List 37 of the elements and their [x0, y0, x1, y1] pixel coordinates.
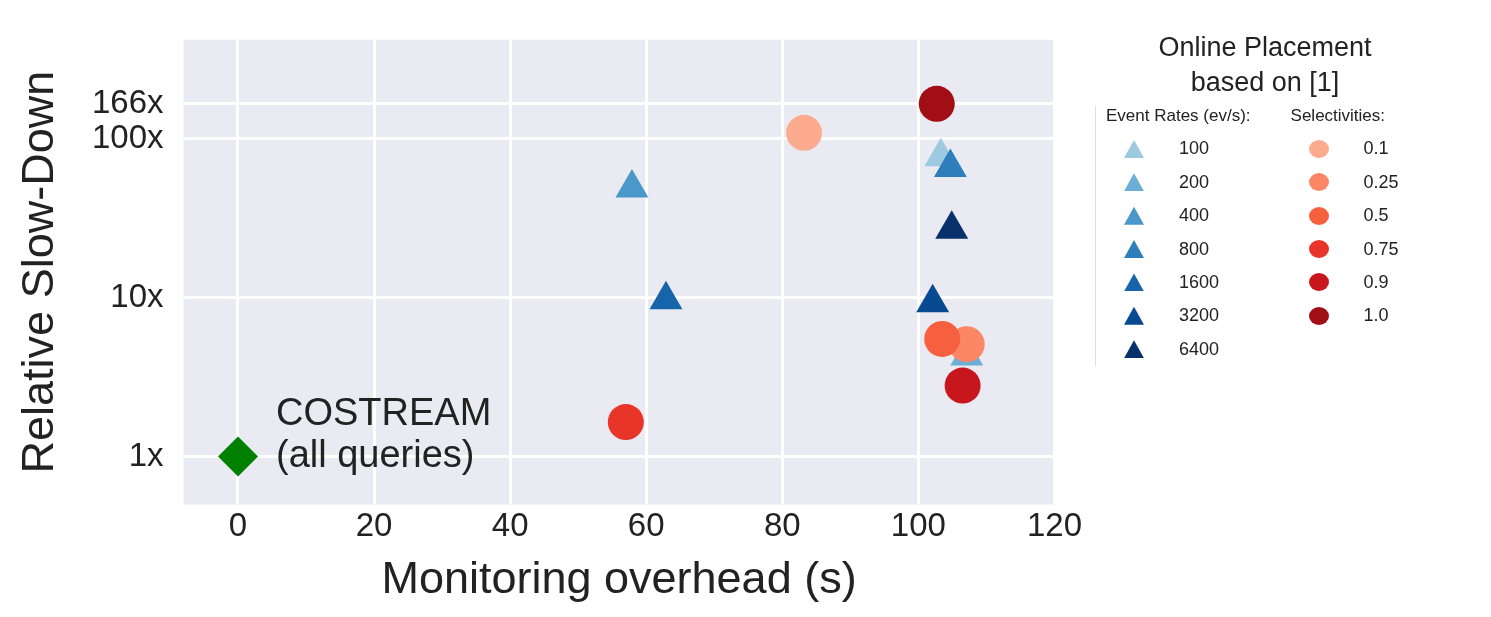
x-tick-label: 0: [228, 506, 248, 544]
x-tick-label: 80: [763, 506, 801, 544]
legend-label: 1.0: [1363, 305, 1389, 327]
x-tick-label: 20: [355, 506, 393, 544]
x-axis-title: Monitoring overhead (s): [381, 552, 857, 604]
legend-label: 3200: [1179, 305, 1220, 327]
text: Event Rates (ev/s):: [1106, 106, 1251, 127]
point: [217, 436, 258, 477]
x-tick-label: 40: [491, 506, 529, 544]
annotation: COSTREAM (all queries): [275, 391, 492, 476]
legend-label: 1600: [1179, 271, 1220, 293]
legend-label: 6400: [1179, 338, 1220, 360]
legend-label: 800: [1179, 238, 1210, 260]
legend-label: 0.9: [1363, 271, 1389, 293]
legend-title: Online Placement based on [1]: [1157, 31, 1373, 100]
point: [607, 404, 644, 441]
y-tick-label: 100x: [92, 117, 165, 155]
y-tick-label: 166x: [92, 82, 165, 120]
text: Selectivities:: [1290, 106, 1387, 127]
point: [933, 148, 967, 177]
legend-label: 0.75: [1363, 238, 1399, 260]
y-axis-title: Relative Slow-Down: [12, 70, 64, 474]
legend-label: 0.5: [1363, 205, 1389, 227]
point: [615, 169, 649, 198]
legend-label: 400: [1179, 205, 1210, 227]
legend-label: 100: [1179, 138, 1210, 160]
legend-label: 0.25: [1363, 171, 1399, 193]
legend-label: 0.1: [1363, 138, 1389, 160]
y-tick-label: 10x: [110, 276, 165, 314]
y-tick-label: 1x: [128, 435, 165, 473]
x-tick-label: 60: [627, 506, 665, 544]
x-tick-label: 120: [1026, 506, 1082, 544]
point: [935, 210, 969, 239]
legend-label: 200: [1179, 171, 1210, 193]
point: [924, 320, 961, 357]
point: [944, 367, 981, 404]
x-tick-label: 100: [890, 506, 946, 544]
